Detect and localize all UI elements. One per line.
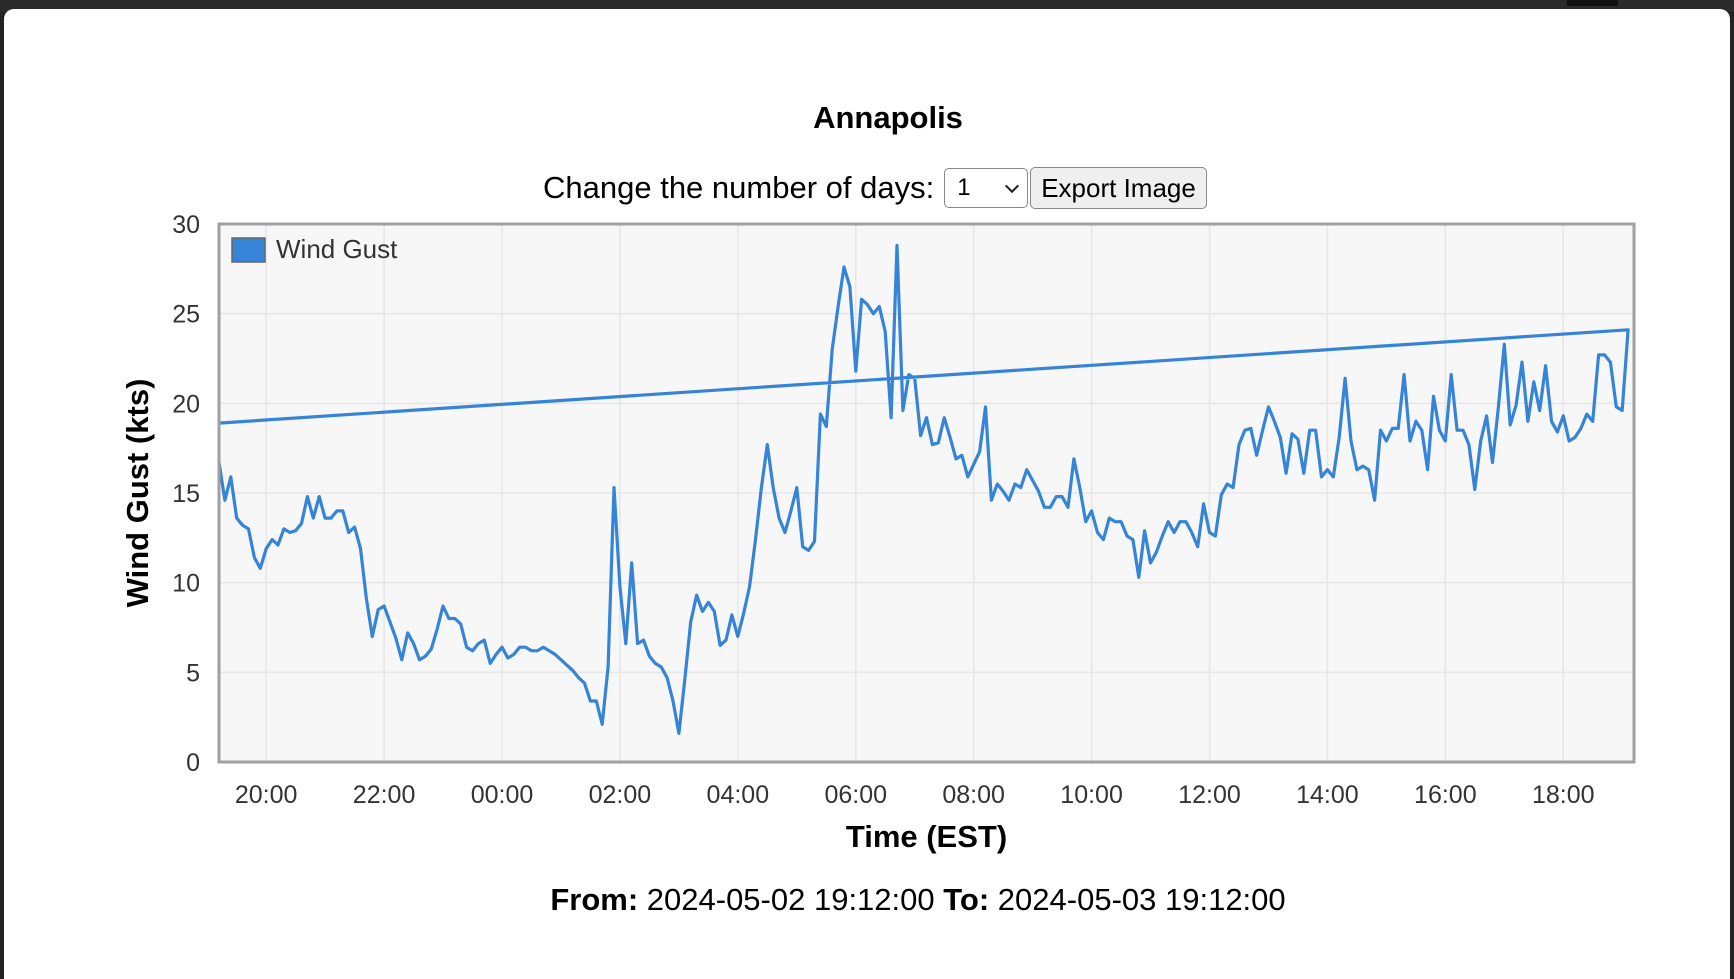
y-tick-label: 25 — [172, 301, 200, 329]
plot-frame — [217, 222, 1636, 764]
y-axis-label: Wind Gust (kts) — [120, 379, 155, 608]
to-label: To: — [943, 882, 990, 917]
y-tick-label: 0 — [186, 749, 200, 777]
y-tick-label: 5 — [186, 659, 200, 687]
to-value: 2024-05-03 19:12:00 — [997, 882, 1286, 917]
export-image-button[interactable]: Export Image — [1030, 167, 1207, 209]
y-tick-label: 10 — [172, 570, 200, 598]
x-tick-label: 08:00 — [942, 781, 1005, 809]
series-line-wind-gust — [217, 243, 1630, 735]
legend-swatch-wind-gust — [231, 237, 266, 263]
x-axis-label: Time (EST) — [846, 819, 1007, 854]
station-title: Annapolis — [813, 100, 963, 135]
y-tick-label: 20 — [172, 390, 200, 418]
x-tick-label: 16:00 — [1414, 781, 1477, 809]
from-value: 2024-05-02 19:12:00 — [646, 882, 935, 917]
chart-controls: Change the number of days: 1 Export Imag… — [543, 166, 1207, 210]
days-select-value: 1 — [957, 174, 971, 201]
x-tick-label: 10:00 — [1060, 781, 1123, 809]
x-tick-label: 12:00 — [1178, 781, 1241, 809]
y-tick-labels: 0 5 10 15 20 25 30 — [172, 211, 200, 777]
x-tick-label: 04:00 — [707, 781, 770, 809]
days-select[interactable]: 1 — [944, 168, 1029, 208]
x-tick-label: 20:00 — [235, 781, 298, 809]
x-tick-labels: 20:00 22:00 00:00 02:00 04:00 06:00 08:00 10:00… — [235, 781, 1595, 809]
legend-label-wind-gust: Wind Gust — [276, 234, 398, 264]
x-tick-label: 18:00 — [1532, 781, 1595, 809]
date-range: From: 2024-05-02 19:12:00 To: 2024-05-03… — [0, 882, 1734, 918]
window-notch — [1567, 0, 1618, 6]
x-tick-label: 06:00 — [824, 781, 887, 809]
x-tick-label: 22:00 — [353, 781, 416, 809]
x-tick-label: 00:00 — [471, 781, 534, 809]
legend: Wind Gust — [231, 234, 398, 264]
from-label: From: — [550, 882, 639, 917]
days-label: Change the number of days: — [543, 170, 935, 205]
x-tick-label: 02:00 — [589, 781, 652, 809]
y-tick-label: 15 — [172, 480, 200, 508]
x-tick-label: 14:00 — [1296, 781, 1359, 809]
y-tick-label: 30 — [172, 211, 200, 239]
